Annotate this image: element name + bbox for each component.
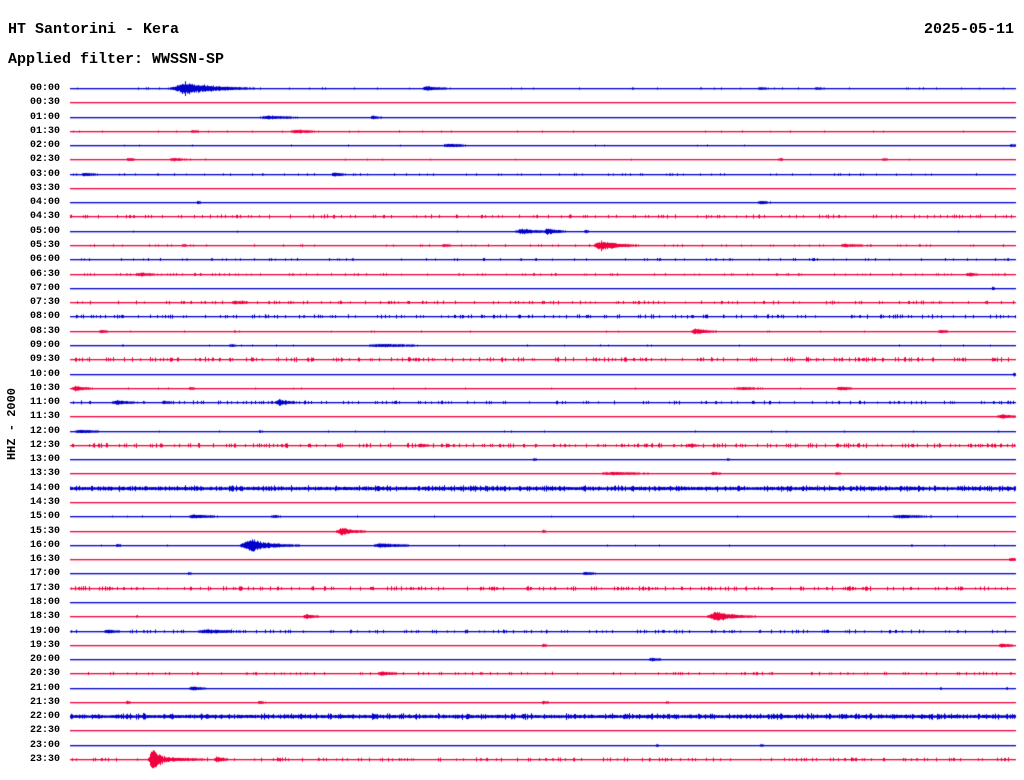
station-title: HT Santorini - Kera	[8, 21, 180, 38]
time-label: 13:00	[29, 454, 60, 465]
time-label: 08:30	[29, 326, 60, 337]
time-label: 10:30	[29, 383, 60, 394]
time-label: 03:30	[29, 183, 60, 194]
time-label: 04:00	[29, 197, 60, 208]
time-label: 01:30	[29, 126, 60, 137]
time-label: 02:00	[29, 140, 60, 151]
time-label: 00:00	[29, 83, 60, 94]
time-label: 23:30	[29, 754, 60, 765]
time-label: 11:00	[29, 397, 60, 408]
time-label: 15:30	[29, 526, 60, 537]
time-label: 10:00	[29, 369, 60, 380]
time-label: 13:30	[29, 468, 60, 479]
time-label: 17:30	[29, 583, 60, 594]
time-label: 21:30	[29, 697, 60, 708]
record-date: 2025-05-11	[923, 21, 1014, 38]
time-label: 01:00	[29, 112, 60, 123]
time-label: 05:00	[29, 226, 60, 237]
time-label: 17:00	[29, 568, 60, 579]
time-label: 06:30	[29, 269, 60, 280]
time-label: 07:00	[29, 283, 60, 294]
filter-label: Applied filter: WWSSN-SP	[8, 51, 225, 68]
time-label: 06:00	[29, 254, 60, 265]
time-label: 19:30	[29, 640, 60, 651]
time-label: 16:00	[29, 540, 60, 551]
time-label: 12:00	[29, 426, 60, 437]
time-label: 15:00	[29, 511, 60, 522]
time-label: 05:30	[29, 240, 60, 251]
time-label: 12:30	[29, 440, 60, 451]
time-label: 18:30	[29, 611, 60, 622]
time-label: 03:00	[29, 169, 60, 180]
time-label: 00:30	[29, 97, 60, 108]
time-label: 18:00	[29, 597, 60, 608]
time-label: 09:00	[29, 340, 60, 351]
time-label: 16:30	[29, 554, 60, 565]
time-label: 23:00	[29, 740, 60, 751]
time-label: 19:00	[29, 626, 60, 637]
time-label: 20:30	[29, 668, 60, 679]
time-label: 04:30	[29, 211, 60, 222]
time-label: 14:00	[29, 483, 60, 494]
time-label: 09:30	[29, 354, 60, 365]
time-label: 11:30	[29, 411, 60, 422]
time-label: 20:00	[29, 654, 60, 665]
time-label: 02:30	[29, 154, 60, 165]
time-label: 22:00	[29, 711, 60, 722]
time-label: 21:00	[29, 683, 60, 694]
time-label: 07:30	[29, 297, 60, 308]
time-label: 08:00	[29, 311, 60, 322]
time-label: 22:30	[29, 725, 60, 736]
time-label: 14:30	[29, 497, 60, 508]
